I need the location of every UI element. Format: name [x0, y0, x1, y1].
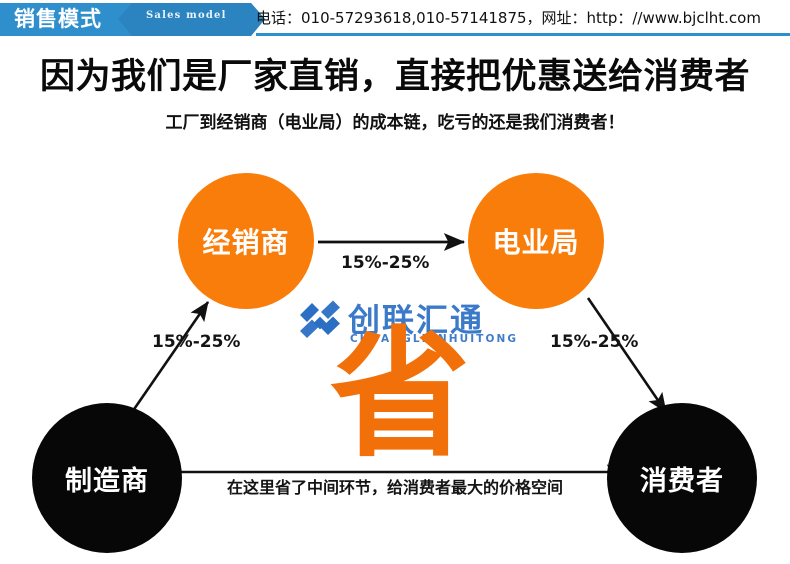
edge-label-bureau-to-consumer: 15%-25% [550, 332, 639, 352]
edge-label-maker-to-consumer: 在这里省了中间环节，给消费者最大的价格空间 [226, 478, 563, 497]
cost-chain-diagram: 经销商 电业局 制造商 消费者 15%-25% 15%-25% 15%-25% … [0, 150, 790, 564]
edge-label-maker-to-dealer: 15%-25% [152, 332, 241, 352]
edge-label-dealer-to-bureau: 15%-25% [341, 253, 430, 273]
page-title: 因为我们是厂家直销，直接把优惠送给消费者 [39, 57, 750, 97]
node-dealer[interactable]: 经销商 [178, 173, 314, 309]
header-divider [256, 33, 790, 36]
node-power-bureau-label: 电业局 [492, 226, 580, 259]
node-consumer[interactable]: 消费者 [607, 403, 757, 553]
diagram-arrows [126, 233, 668, 480]
node-manufacturer[interactable]: 制造商 [32, 403, 182, 553]
header-banner: 销售模式 Sales model 电话：010-57293618,010-571… [0, 0, 790, 38]
node-dealer-label: 经销商 [202, 226, 290, 259]
banner-subtitle: Sales model [146, 10, 227, 21]
page-subtitle: 工厂到经销商（电业局）的成本链，吃亏的还是我们消费者！ [165, 113, 625, 133]
arrow-bureau-to-consumer [586, 297, 668, 413]
node-power-bureau[interactable]: 电业局 [468, 173, 604, 309]
banner-blue-dark-shape [118, 3, 265, 36]
node-consumer-label: 消费者 [640, 465, 724, 497]
header-contact-text: 电话：010-57293618,010-57141875，网址：http：//w… [256, 9, 761, 27]
arrow-maker-to-dealer [126, 301, 210, 419]
banner-title: 销售模式 [14, 7, 102, 31]
node-manufacturer-label: 制造商 [65, 465, 149, 497]
